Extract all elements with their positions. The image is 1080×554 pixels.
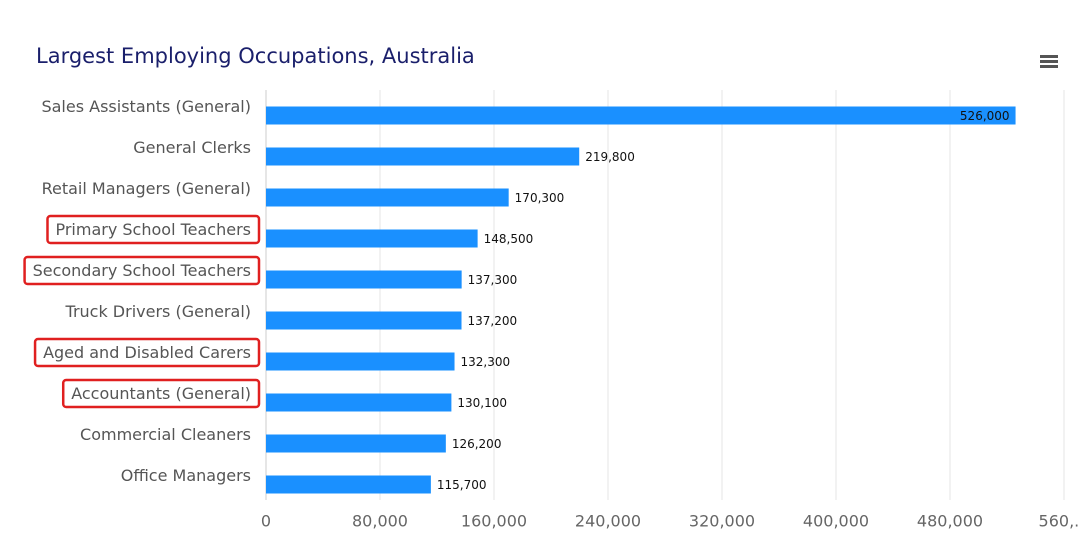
bar (266, 475, 431, 494)
y-tick-label: Secondary School Teachers (33, 261, 251, 280)
bar (266, 229, 478, 248)
x-tick-label: 400,000 (803, 512, 869, 531)
value-label: 526,000 (960, 109, 1010, 123)
y-tick-label: Office Managers (121, 466, 251, 485)
y-tick-label: Retail Managers (General) (42, 179, 251, 198)
y-tick-label: Commercial Cleaners (80, 425, 251, 444)
value-label: 137,200 (468, 314, 518, 328)
value-label: 219,800 (585, 150, 635, 164)
y-tick-label: Sales Assistants (General) (41, 97, 251, 116)
bar (266, 311, 462, 330)
bar (266, 270, 462, 289)
x-tick-label: 320,000 (689, 512, 755, 531)
x-tick-label: 240,000 (575, 512, 641, 531)
y-tick-label: Accountants (General) (71, 384, 251, 403)
value-label: 130,100 (457, 396, 507, 410)
menu-bar (1040, 55, 1058, 58)
chart-title: Largest Employing Occupations, Australia (36, 44, 475, 68)
highlight-box (33, 337, 261, 368)
value-label: 148,500 (484, 232, 534, 246)
x-tick-label: 480,000 (917, 512, 983, 531)
highlight-box (61, 378, 261, 409)
y-tick-label: Primary School Teachers (55, 220, 251, 239)
bar (266, 106, 1016, 125)
value-label: 137,300 (468, 273, 518, 287)
bar (266, 147, 580, 166)
value-label: 115,700 (437, 478, 487, 492)
bar (266, 188, 509, 207)
highlight-box (23, 255, 261, 286)
menu-bar (1040, 65, 1058, 68)
menu-icon[interactable] (1040, 55, 1058, 68)
y-tick-label: Aged and Disabled Carers (43, 343, 251, 362)
bar (266, 434, 446, 453)
value-label: 132,300 (461, 355, 511, 369)
x-tick-label: 0 (261, 512, 271, 531)
x-tick-label: 80,000 (352, 512, 408, 531)
value-label: 170,300 (515, 191, 565, 205)
x-tick-label: 560,... (1039, 512, 1080, 531)
y-tick-label: General Clerks (133, 138, 251, 157)
x-tick-label: 160,000 (461, 512, 527, 531)
menu-bar (1040, 60, 1058, 63)
bar (266, 352, 455, 371)
value-label: 126,200 (452, 437, 502, 451)
bar (266, 393, 452, 412)
highlight-box (46, 214, 261, 245)
y-tick-label: Truck Drivers (General) (65, 302, 251, 321)
